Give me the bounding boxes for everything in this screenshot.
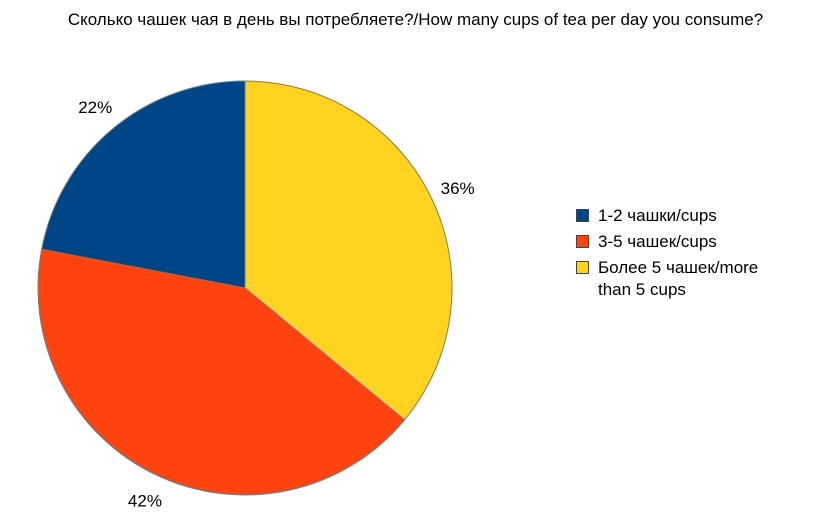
value-label-3-5-cups: 42% [128, 492, 162, 511]
legend-label-more-than-5-cups: Более 5 чашек/more than 5 cups [598, 258, 759, 299]
pie-value-labels: 36% 42% 22% [78, 98, 474, 511]
legend-label-1-2-cups: 1-2 чашки/cups [598, 206, 717, 225]
value-label-1-2-cups: 22% [78, 98, 112, 117]
legend-label-3-5-cups: 3-5 чашек/cups [598, 232, 717, 251]
value-label-more-than-5-cups: 36% [441, 179, 475, 198]
legend: 1-2 чашки/cups 3-5 чашек/cups Более 5 ча… [576, 205, 816, 305]
legend-item-3-5-cups: 3-5 чашек/cups [576, 231, 816, 253]
legend-item-more-than-5-cups: Более 5 чашек/more than 5 cups [576, 257, 816, 301]
legend-item-1-2-cups: 1-2 чашки/cups [576, 205, 816, 227]
chart-title: Сколько чашек чая в день вы потребляете?… [67, 10, 764, 29]
legend-swatch-more-than-5-cups [576, 261, 589, 274]
pie-slice-3-5-cups [37, 248, 406, 496]
pie-slice-more-than-5-cups [244, 80, 453, 421]
pie-slice-1-2-cups [41, 80, 246, 289]
pie-slices [37, 80, 453, 496]
legend-swatch-1-2-cups [576, 209, 589, 222]
legend-swatch-3-5-cups [576, 235, 589, 248]
